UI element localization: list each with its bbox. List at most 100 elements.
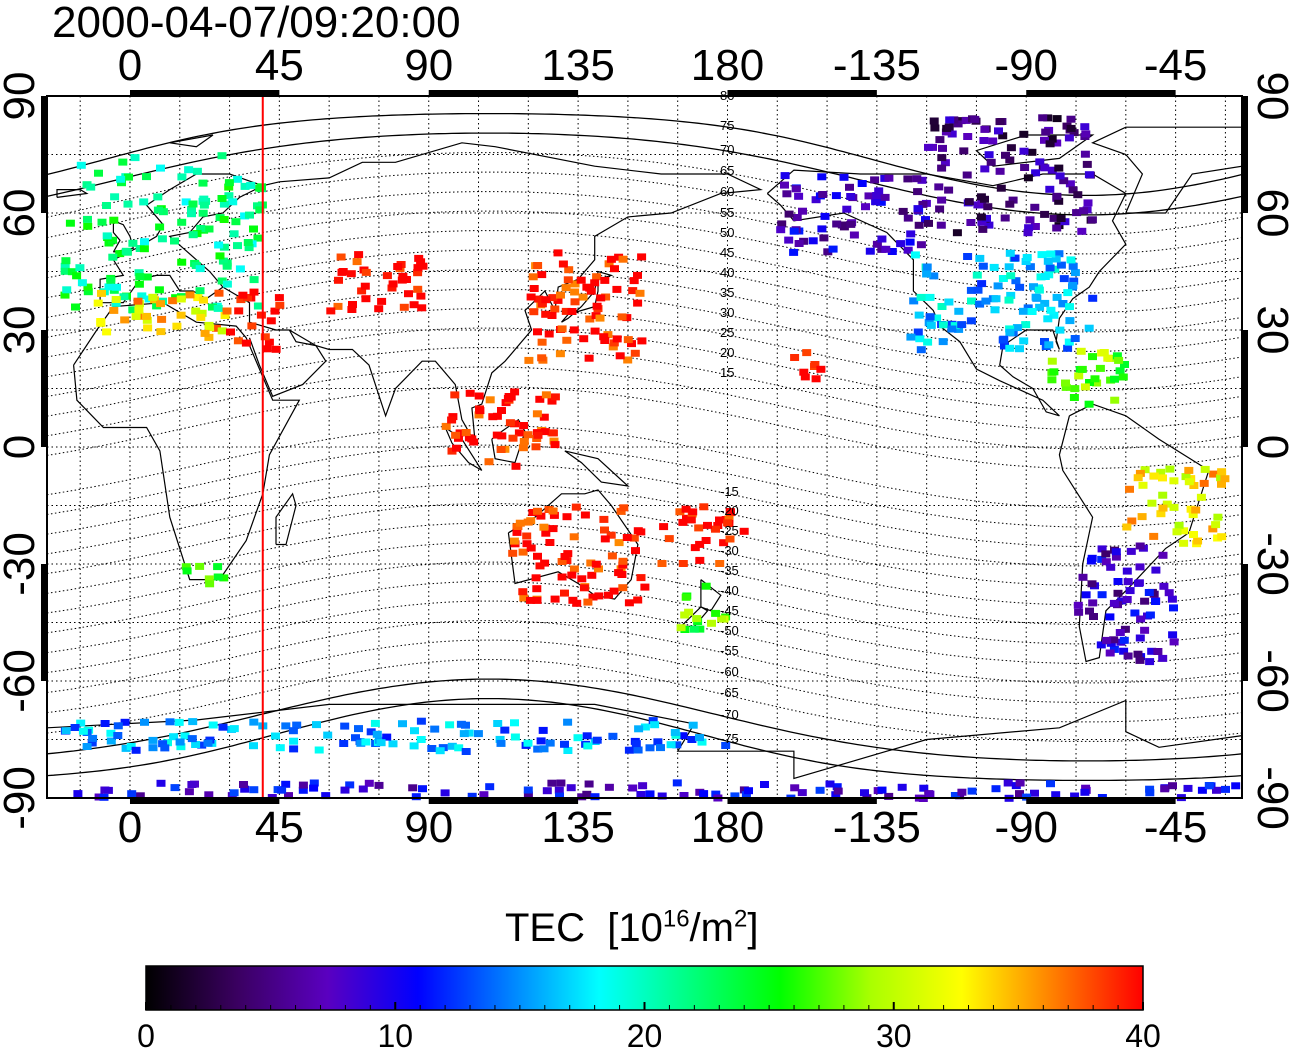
tec-marker	[361, 295, 371, 303]
tec-marker	[113, 722, 123, 730]
tec-marker	[1191, 506, 1201, 514]
tec-marker	[83, 288, 93, 296]
tec-marker	[1097, 555, 1107, 563]
tec-marker	[1169, 604, 1178, 612]
magnetic-latitude-contour	[46, 425, 1243, 508]
magnetic-latitude-label: 25	[720, 325, 735, 341]
tec-marker	[1115, 367, 1125, 375]
tec-marker	[340, 786, 350, 794]
tec-marker	[937, 154, 947, 162]
tec-marker	[697, 738, 707, 746]
tec-marker	[541, 310, 551, 318]
tec-marker	[103, 786, 113, 794]
tec-marker	[345, 781, 355, 789]
magnetic-latitude-contour	[46, 464, 1243, 547]
tec-marker	[1084, 171, 1094, 179]
tec-marker	[694, 524, 704, 532]
tec-marker	[1000, 214, 1010, 222]
tec-marker	[837, 221, 847, 229]
tec-marker	[556, 291, 565, 299]
tec-marker	[195, 562, 205, 570]
tec-marker	[995, 167, 1005, 175]
tec-marker	[537, 271, 547, 279]
tec-marker	[612, 285, 622, 293]
tec-marker	[871, 198, 881, 206]
tec-marker	[975, 254, 985, 262]
tec-marker	[599, 515, 609, 523]
tec-marker	[596, 294, 606, 302]
tec-marker	[915, 335, 925, 343]
tec-marker	[514, 429, 524, 437]
tec-marker	[500, 726, 510, 734]
tec-marker	[163, 739, 172, 747]
tec-marker	[913, 188, 923, 196]
tec-marker	[488, 413, 498, 421]
tec-marker	[947, 130, 957, 138]
tec-marker	[309, 779, 319, 787]
tec-marker	[409, 301, 419, 309]
tec-marker	[1169, 477, 1179, 485]
tec-marker	[1023, 229, 1033, 237]
tec-marker	[612, 335, 622, 343]
tec-marker	[1156, 468, 1166, 476]
magnetic-latitude-label: -40	[720, 582, 739, 598]
tec-marker	[545, 739, 555, 747]
tec-marker	[1061, 383, 1071, 391]
tec-marker	[999, 335, 1009, 343]
tec-marker	[874, 187, 884, 195]
tec-marker	[224, 179, 234, 187]
tec-marker	[983, 203, 993, 211]
tec-marker	[1049, 311, 1059, 319]
tec-marker	[991, 295, 1001, 303]
tec-marker	[1122, 567, 1132, 575]
tec-marker	[1113, 578, 1123, 585]
tec-marker	[845, 183, 854, 191]
tec-marker	[198, 179, 208, 187]
bottom-longitude-label: -45	[1143, 803, 1208, 852]
tec-marker	[222, 280, 232, 288]
tec-marker	[100, 720, 110, 727]
tec-marker	[569, 565, 579, 573]
tec-marker	[1114, 356, 1124, 364]
tec-marker	[1030, 789, 1039, 797]
tec-marker	[573, 734, 583, 742]
tec-marker	[456, 720, 466, 728]
tec-marker	[553, 296, 563, 304]
tec-marker	[1068, 282, 1078, 289]
tec-marker	[980, 125, 990, 133]
tec-marker	[108, 253, 118, 261]
tec-marker	[711, 609, 721, 617]
tec-marker	[724, 515, 734, 523]
tec-marker	[519, 438, 529, 445]
tec-marker	[229, 230, 239, 238]
tec-marker	[1070, 792, 1080, 800]
tec-marker	[1217, 468, 1227, 476]
tec-marker	[208, 303, 217, 311]
tec-marker	[1052, 293, 1062, 301]
tec-marker	[535, 395, 545, 403]
tec-marker	[828, 245, 838, 253]
tec-marker	[1080, 123, 1090, 131]
tec-marker	[393, 263, 403, 270]
tec-marker	[954, 307, 964, 315]
tec-marker	[182, 567, 192, 575]
tec-marker	[195, 265, 205, 273]
tec-marker	[142, 173, 151, 181]
tec-marker	[116, 175, 126, 183]
tec-marker	[1030, 203, 1040, 211]
tec-marker	[990, 306, 1000, 314]
timestamp-title: 2000-04-07/09:20:00	[52, 0, 461, 47]
tec-marker	[681, 593, 691, 601]
tec-marker	[578, 293, 588, 301]
tec-marker	[1081, 130, 1091, 138]
coastline-segment	[46, 699, 1243, 780]
tec-marker	[614, 539, 624, 547]
tec-marker	[1083, 199, 1093, 207]
tec-marker	[1069, 277, 1079, 285]
tec-marker	[903, 246, 913, 254]
tec-marker	[624, 599, 634, 607]
tec-marker	[461, 748, 471, 755]
tec-marker	[496, 739, 506, 747]
tec-marker	[1006, 144, 1016, 152]
tec-marker	[988, 137, 998, 145]
